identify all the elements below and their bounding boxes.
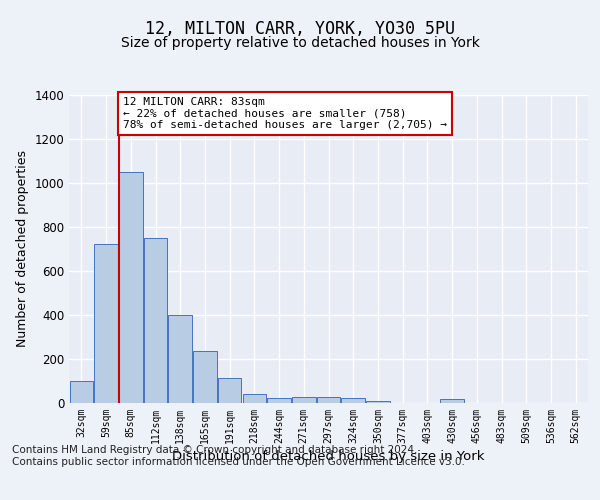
Text: 12, MILTON CARR, YORK, YO30 5PU: 12, MILTON CARR, YORK, YO30 5PU <box>145 20 455 38</box>
Bar <box>193 351 217 403</box>
Bar <box>218 378 241 402</box>
Bar <box>317 397 340 402</box>
Text: Size of property relative to detached houses in York: Size of property relative to detached ho… <box>121 36 479 50</box>
Bar <box>268 398 291 402</box>
Bar <box>440 399 464 402</box>
Bar <box>341 398 365 402</box>
Bar <box>292 397 316 402</box>
Bar <box>242 394 266 402</box>
Bar <box>144 238 167 402</box>
X-axis label: Distribution of detached houses by size in York: Distribution of detached houses by size … <box>172 450 485 462</box>
Bar <box>70 380 93 402</box>
Y-axis label: Number of detached properties: Number of detached properties <box>16 150 29 347</box>
Text: Contains HM Land Registry data © Crown copyright and database right 2024.
Contai: Contains HM Land Registry data © Crown c… <box>12 445 465 466</box>
Bar <box>169 314 192 402</box>
Bar <box>94 244 118 402</box>
Text: 12 MILTON CARR: 83sqm
← 22% of detached houses are smaller (758)
78% of semi-det: 12 MILTON CARR: 83sqm ← 22% of detached … <box>123 97 447 130</box>
Bar <box>119 172 143 402</box>
